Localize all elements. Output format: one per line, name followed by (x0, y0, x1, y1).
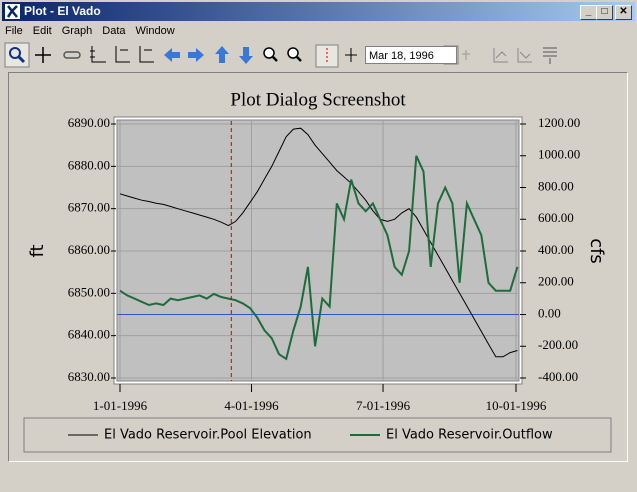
x-tick-label: 4-01-1996 (224, 398, 279, 413)
zoom-out[interactable] (287, 47, 299, 59)
y2-tick-label: -200.00 (538, 337, 578, 352)
menu-item[interactable]: Graph (61, 25, 93, 37)
legend-label: El Vado Reservoir.Outflow (386, 428, 553, 443)
left-arrow[interactable] (164, 48, 180, 62)
y2-tick-label: -400.00 (538, 369, 578, 384)
y-tick-label: 6850.00 (68, 284, 110, 299)
y-tick-label: 6830.00 (68, 369, 110, 384)
y2-tick-label: 1200.00 (538, 115, 580, 130)
menu-item[interactable]: Window (135, 25, 175, 37)
center-tool[interactable] (345, 48, 357, 62)
menu-item[interactable]: File (5, 25, 23, 37)
chart-panel (8, 72, 628, 462)
x-tick-label: 7-01-1996 (356, 398, 411, 413)
y-tick-label: 6840.00 (68, 327, 110, 342)
axis-tool-r[interactable] (115, 46, 130, 63)
zoom-tool[interactable] (4, 42, 30, 68)
close-button[interactable]: ✕ (615, 5, 632, 20)
app-icon (5, 4, 20, 19)
x-tick-label: 10-01-1996 (486, 398, 547, 413)
legend-label: El Vado Reservoir.Pool Elevation (104, 428, 312, 443)
y2-tick-label: 200.00 (538, 274, 574, 289)
date-field[interactable]: Mar 18, 1996 (365, 46, 457, 64)
maximize-button[interactable]: □ (596, 5, 613, 20)
link-tool[interactable] (63, 51, 81, 59)
zoom-in[interactable] (263, 47, 275, 59)
y-tick-label: 6880.00 (68, 157, 110, 172)
title-bar: Plot - El Vado _ □ ✕ (2, 2, 635, 21)
menu-item[interactable]: Edit (32, 25, 52, 37)
series-line (119, 127, 518, 358)
y2-tick-label: 1000.00 (538, 147, 580, 162)
x-tick-label: 1-01-1996 (93, 398, 148, 413)
axis-tool-s[interactable] (139, 46, 154, 63)
y-tick-label: 6860.00 (68, 242, 110, 257)
menu-item[interactable]: Data (102, 25, 126, 37)
y-tick-label: 6890.00 (68, 115, 110, 130)
chart-title: Plot Dialog Screenshot (230, 89, 406, 110)
y-tick-label: 6870.00 (68, 200, 110, 215)
chart-tool-1[interactable] (493, 48, 508, 63)
series-line (119, 155, 519, 361)
y-axis-title: ft (27, 244, 48, 257)
legend-box (23, 417, 612, 453)
disabled-tool (462, 50, 470, 60)
y2-tick-label: 600.00 (538, 210, 574, 225)
crosshair-tool[interactable] (35, 47, 51, 63)
right-arrow[interactable] (188, 48, 204, 62)
chart-tool-3[interactable] (543, 47, 557, 64)
down-arrow[interactable] (239, 47, 253, 64)
y2-tick-label: 0.00 (538, 305, 561, 320)
y2-axis-title: cfs (586, 238, 607, 264)
up-arrow[interactable] (215, 46, 229, 63)
axis-tool[interactable] (90, 46, 106, 63)
y2-tick-label: 800.00 (538, 178, 574, 193)
chart-tool-2[interactable] (517, 48, 532, 63)
window-title: Plot - El Vado (24, 4, 101, 18)
menu-bar: File Edit Graph Data Window (0, 23, 180, 41)
y2-tick-label: 400.00 (538, 242, 574, 257)
